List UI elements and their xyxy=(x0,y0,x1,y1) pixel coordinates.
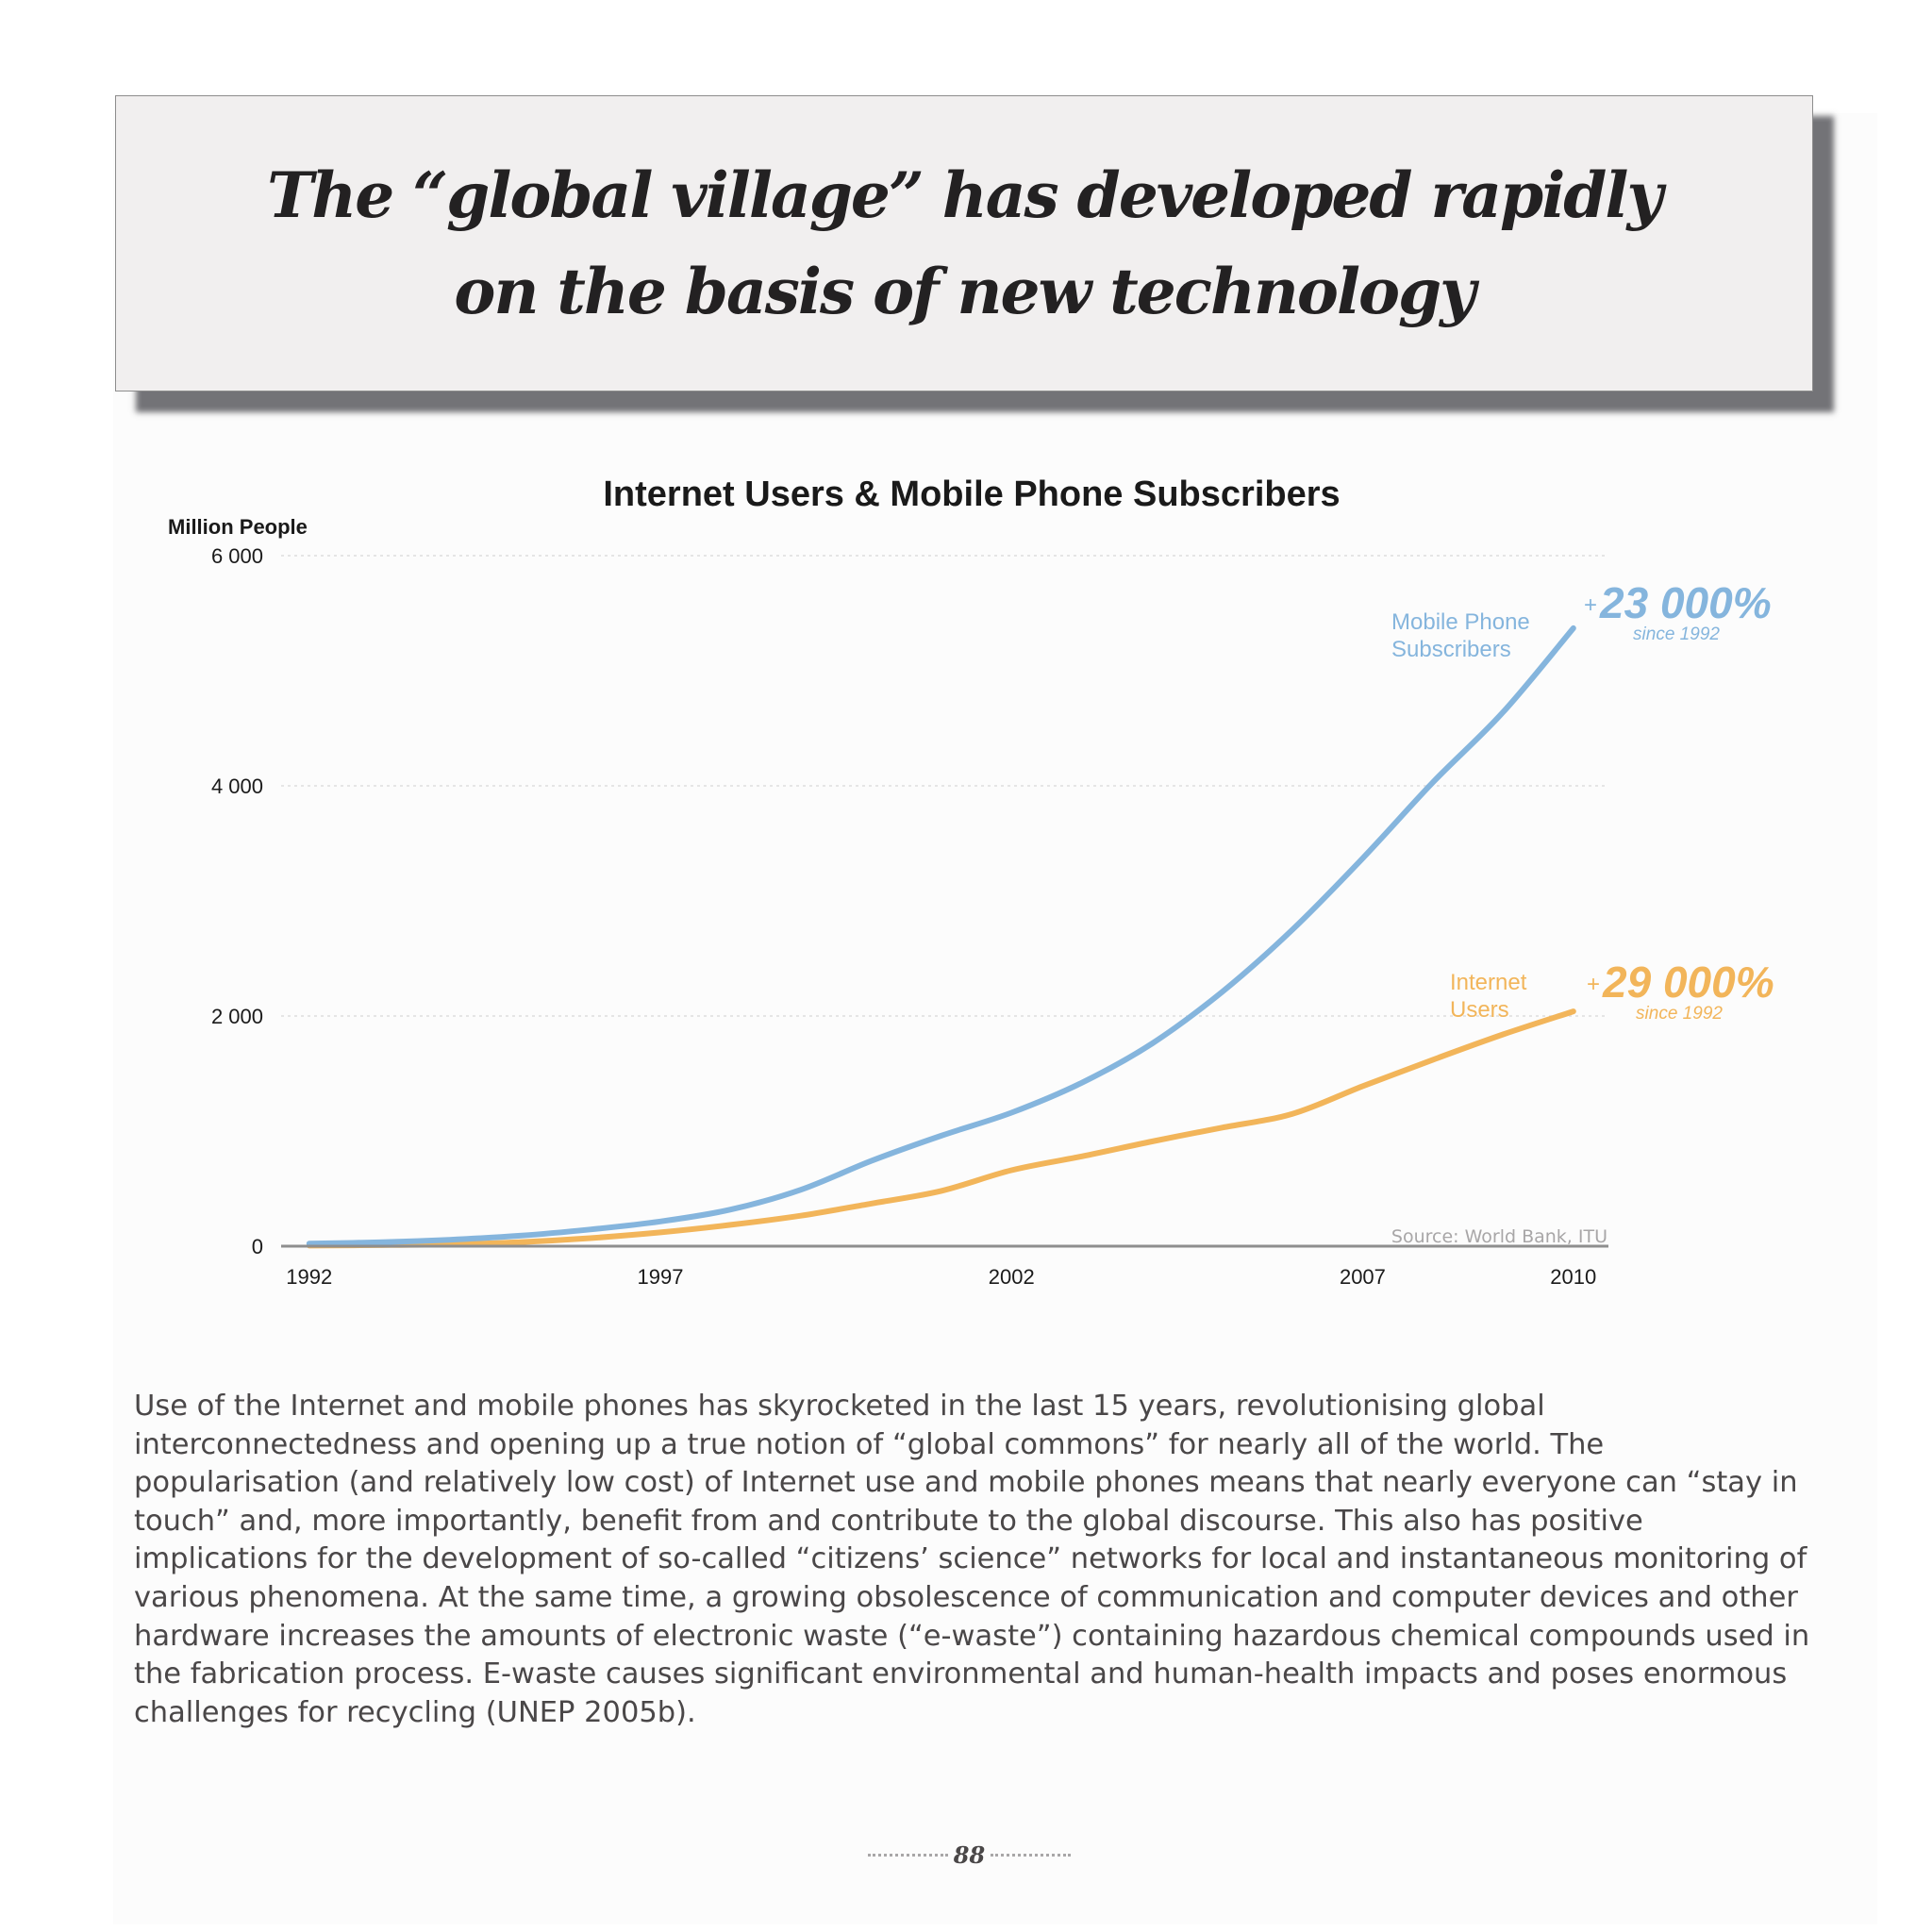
folio-dots-right xyxy=(991,1853,1071,1857)
x-tick-label: 1997 xyxy=(638,1265,684,1289)
y-axis-label: Million People xyxy=(168,515,308,539)
series-line-mobile-phone-subscribers xyxy=(306,625,1576,1247)
x-tick-label: 1992 xyxy=(286,1265,332,1289)
page-background xyxy=(113,113,1877,1924)
y-tick-label: 6 000 xyxy=(211,544,263,568)
mobile-growth-value: 23 000% xyxy=(1599,578,1772,627)
internet-growth-sign: + xyxy=(1587,972,1600,997)
headline-line-2: on the basis of new technology xyxy=(454,255,1475,328)
folio-dots-left xyxy=(868,1853,948,1857)
headline: The “global village” has developed rapid… xyxy=(267,147,1663,340)
x-tick-label: 2010 xyxy=(1550,1265,1596,1289)
chart-title: Internet Users & Mobile Phone Subscriber… xyxy=(603,475,1340,514)
series-line-internet-users xyxy=(306,1008,1576,1249)
y-tick-label: 4 000 xyxy=(211,774,263,798)
headline-box: The “global village” has developed rapid… xyxy=(115,95,1813,391)
mobile-growth-note: since 1992 xyxy=(1633,625,1720,644)
y-tick-label: 0 xyxy=(252,1235,263,1258)
internet-series-label-line-2: Users xyxy=(1450,997,1509,1023)
line-chart: Internet Users & Mobile Phone Subscriber… xyxy=(168,475,1774,1289)
internet-growth-value: 29 000% xyxy=(1602,958,1774,1007)
y-tick-label: 2 000 xyxy=(211,1005,263,1028)
mobile-series-label: Mobile Phone Subscribers xyxy=(1391,609,1536,662)
internet-growth-annotation: + 29 000% xyxy=(1587,958,1774,1007)
mobile-growth-annotation: + 23 000% xyxy=(1584,578,1772,627)
page-number-footer: 88 xyxy=(868,1838,1071,1872)
mobile-series-label-line-2: Subscribers xyxy=(1391,637,1511,662)
body-paragraph: Use of the Internet and mobile phones ha… xyxy=(134,1390,1810,1729)
x-tick-label: 2007 xyxy=(1340,1265,1386,1289)
page-number: 88 xyxy=(953,1840,986,1869)
internet-growth-note: since 1992 xyxy=(1636,1004,1723,1024)
x-tick-label: 2002 xyxy=(989,1265,1035,1289)
internet-series-label-line-1: Internet xyxy=(1450,970,1527,995)
internet-series-label: Internet Users xyxy=(1450,970,1533,1023)
chart-source: Source: World Bank, ITU xyxy=(1391,1226,1607,1247)
y-axis-ticks: 0 2 000 4 000 6 000 xyxy=(211,544,263,1258)
mobile-series-label-line-1: Mobile Phone xyxy=(1391,609,1530,635)
headline-line-1: The “global village” has developed rapid… xyxy=(267,158,1663,232)
mobile-growth-sign: + xyxy=(1584,592,1597,618)
x-axis-ticks: 1992 1997 2002 2007 2010 xyxy=(286,1265,1596,1289)
series-lines xyxy=(306,625,1576,1249)
